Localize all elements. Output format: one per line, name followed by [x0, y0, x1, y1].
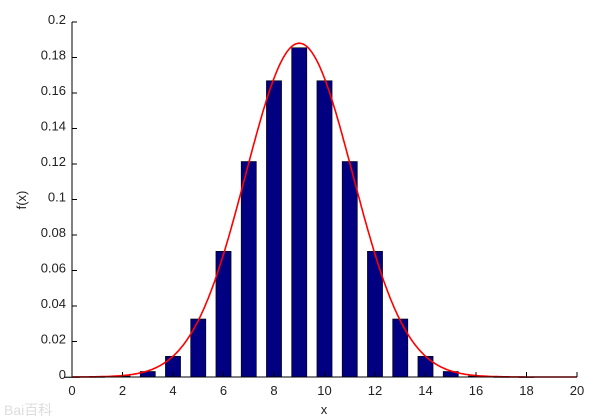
y-tick-label: 0.1 — [48, 190, 66, 205]
bar — [291, 47, 308, 378]
x-tick-label: 12 — [368, 383, 382, 398]
bar — [190, 318, 207, 378]
y-tick-label: 0.08 — [41, 225, 66, 240]
bars — [64, 47, 535, 378]
y-tick-label: 0.18 — [41, 48, 66, 63]
y-tick-label: 0.16 — [41, 83, 66, 98]
x-tick-label: 8 — [270, 383, 277, 398]
bar — [392, 318, 409, 378]
bar — [266, 80, 282, 378]
y-tick-label: 0.14 — [41, 119, 66, 134]
y-tick-label: 0.04 — [41, 296, 66, 311]
x-tick-label: 2 — [119, 383, 126, 398]
x-ticks: 0 2 4 6 8 10 12 14 16 18 20 — [68, 372, 584, 398]
y-tick-label: 0.02 — [41, 332, 66, 347]
bar — [240, 161, 257, 378]
y-tick-label: 0.06 — [41, 261, 66, 276]
y-tick-label: 0 — [59, 367, 66, 382]
x-tick-label: 10 — [317, 383, 331, 398]
watermark-logo: Bai百科 — [4, 402, 52, 418]
bar — [316, 80, 333, 378]
y-axis-label: f(x) — [14, 191, 29, 210]
x-tick-label: 14 — [418, 383, 432, 398]
x-tick-label: 20 — [570, 383, 584, 398]
x-tick-label: 4 — [169, 383, 176, 398]
x-tick-label: 0 — [68, 383, 75, 398]
bar — [341, 161, 358, 378]
x-tick-label: 16 — [469, 383, 483, 398]
x-tick-label: 6 — [220, 383, 227, 398]
y-tick-label: 0.12 — [41, 154, 66, 169]
x-tick-label: 18 — [519, 383, 533, 398]
y-ticks: 0 0.02 0.04 0.06 0.08 0.1 0.12 0.14 0.16 0.18 0.2 — [41, 12, 77, 382]
y-tick-label: 0.2 — [48, 12, 66, 27]
x-axis-label: x — [321, 402, 328, 417]
